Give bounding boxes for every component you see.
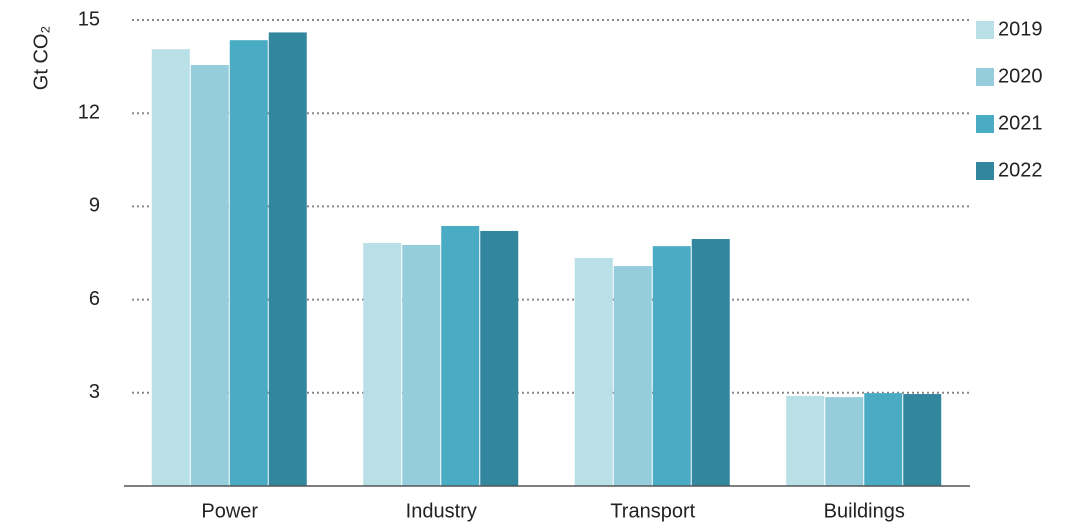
legend-label: 2021 (998, 112, 1043, 134)
y-tick-label: 3 (89, 381, 100, 403)
y-tick-label: 9 (89, 195, 100, 217)
bar (402, 244, 441, 486)
bar (786, 395, 825, 486)
bar (825, 397, 864, 486)
x-tick-label: Buildings (824, 500, 905, 522)
x-tick-label: Transport (610, 500, 695, 522)
bar (574, 257, 613, 486)
bar (441, 225, 480, 487)
legend-swatch (976, 162, 994, 180)
legend-label: 2020 (998, 65, 1043, 87)
bar (229, 40, 268, 487)
bar (613, 266, 652, 486)
bar (864, 393, 903, 486)
bar (691, 239, 730, 486)
bar (268, 32, 307, 486)
legend-label: 2022 (998, 159, 1043, 181)
legend-label: 2019 (998, 18, 1043, 40)
bar (363, 243, 402, 486)
x-tick-label: Power (201, 500, 258, 522)
legend-swatch (976, 21, 994, 39)
bar (652, 246, 691, 486)
y-tick-label: 12 (78, 101, 100, 123)
bar (190, 65, 229, 487)
legend-swatch (976, 68, 994, 86)
y-tick-label: 6 (89, 288, 100, 310)
y-axis-label: Gt CO₂ (30, 26, 52, 90)
y-tick-label: 15 (78, 8, 100, 30)
x-tick-label: Industry (406, 500, 477, 522)
legend-swatch (976, 115, 994, 133)
bar (151, 49, 190, 486)
bar (480, 230, 519, 486)
bar (903, 394, 942, 486)
